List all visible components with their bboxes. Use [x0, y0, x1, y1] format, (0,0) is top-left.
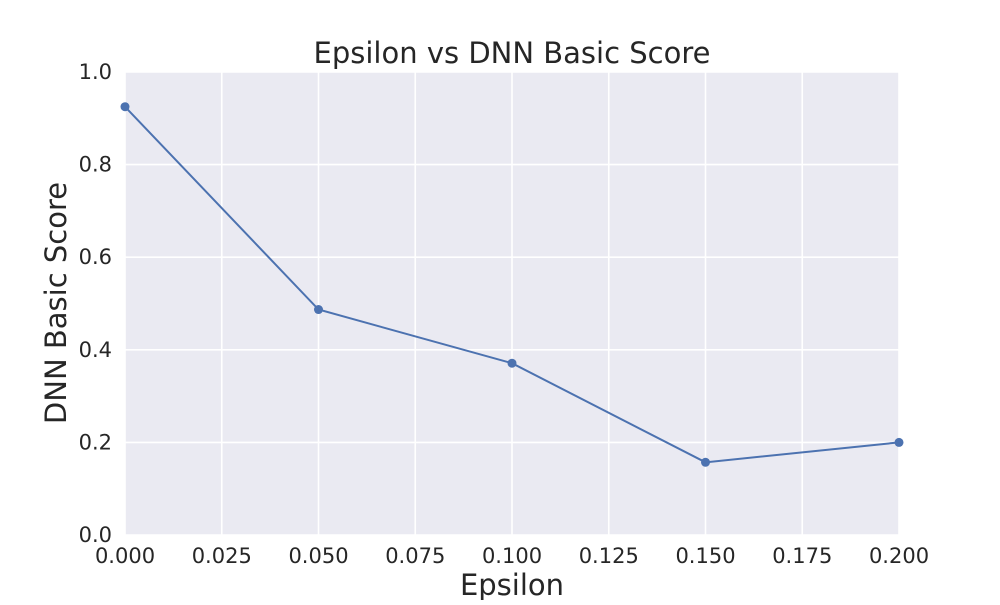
data-point: [701, 457, 710, 467]
y-tick-label: 1.0: [79, 60, 112, 84]
data-point: [120, 102, 130, 112]
y-tick-label: 0.0: [79, 523, 112, 547]
x-tick-label: 0.150: [675, 544, 735, 568]
series-layer: [120, 102, 904, 467]
x-tick-label: 0.075: [385, 544, 445, 568]
chart-title: Epsilon vs DNN Basic Score: [314, 36, 711, 70]
x-tick-label: 0.125: [579, 544, 639, 568]
data-point: [507, 358, 517, 368]
data-point: [314, 305, 323, 315]
y-tick-labels: 0.0 0.2 0.4 0.6 0.8 1.0: [79, 60, 112, 547]
x-tick-label: 0.200: [869, 544, 929, 568]
x-tick-label: 0.025: [192, 544, 252, 568]
x-tick-label: 0.000: [95, 544, 155, 568]
y-axis-label: DNN Basic Score: [39, 182, 73, 424]
data-point: [894, 437, 904, 447]
x-tick-labels: 0.000 0.025 0.050 0.075 0.100 0.125 0.150 0.175…: [95, 544, 929, 568]
x-tick-label: 0.175: [772, 544, 832, 568]
y-tick-label: 0.2: [79, 430, 112, 454]
grid-lines: [124, 71, 900, 536]
x-tick-label: 0.050: [288, 544, 348, 568]
y-tick-label: 0.4: [79, 338, 112, 362]
x-tick-label: 0.100: [482, 544, 542, 568]
y-tick-label: 0.6: [79, 245, 112, 269]
y-tick-label: 0.8: [79, 153, 112, 177]
x-axis-label: Epsilon: [460, 568, 564, 600]
